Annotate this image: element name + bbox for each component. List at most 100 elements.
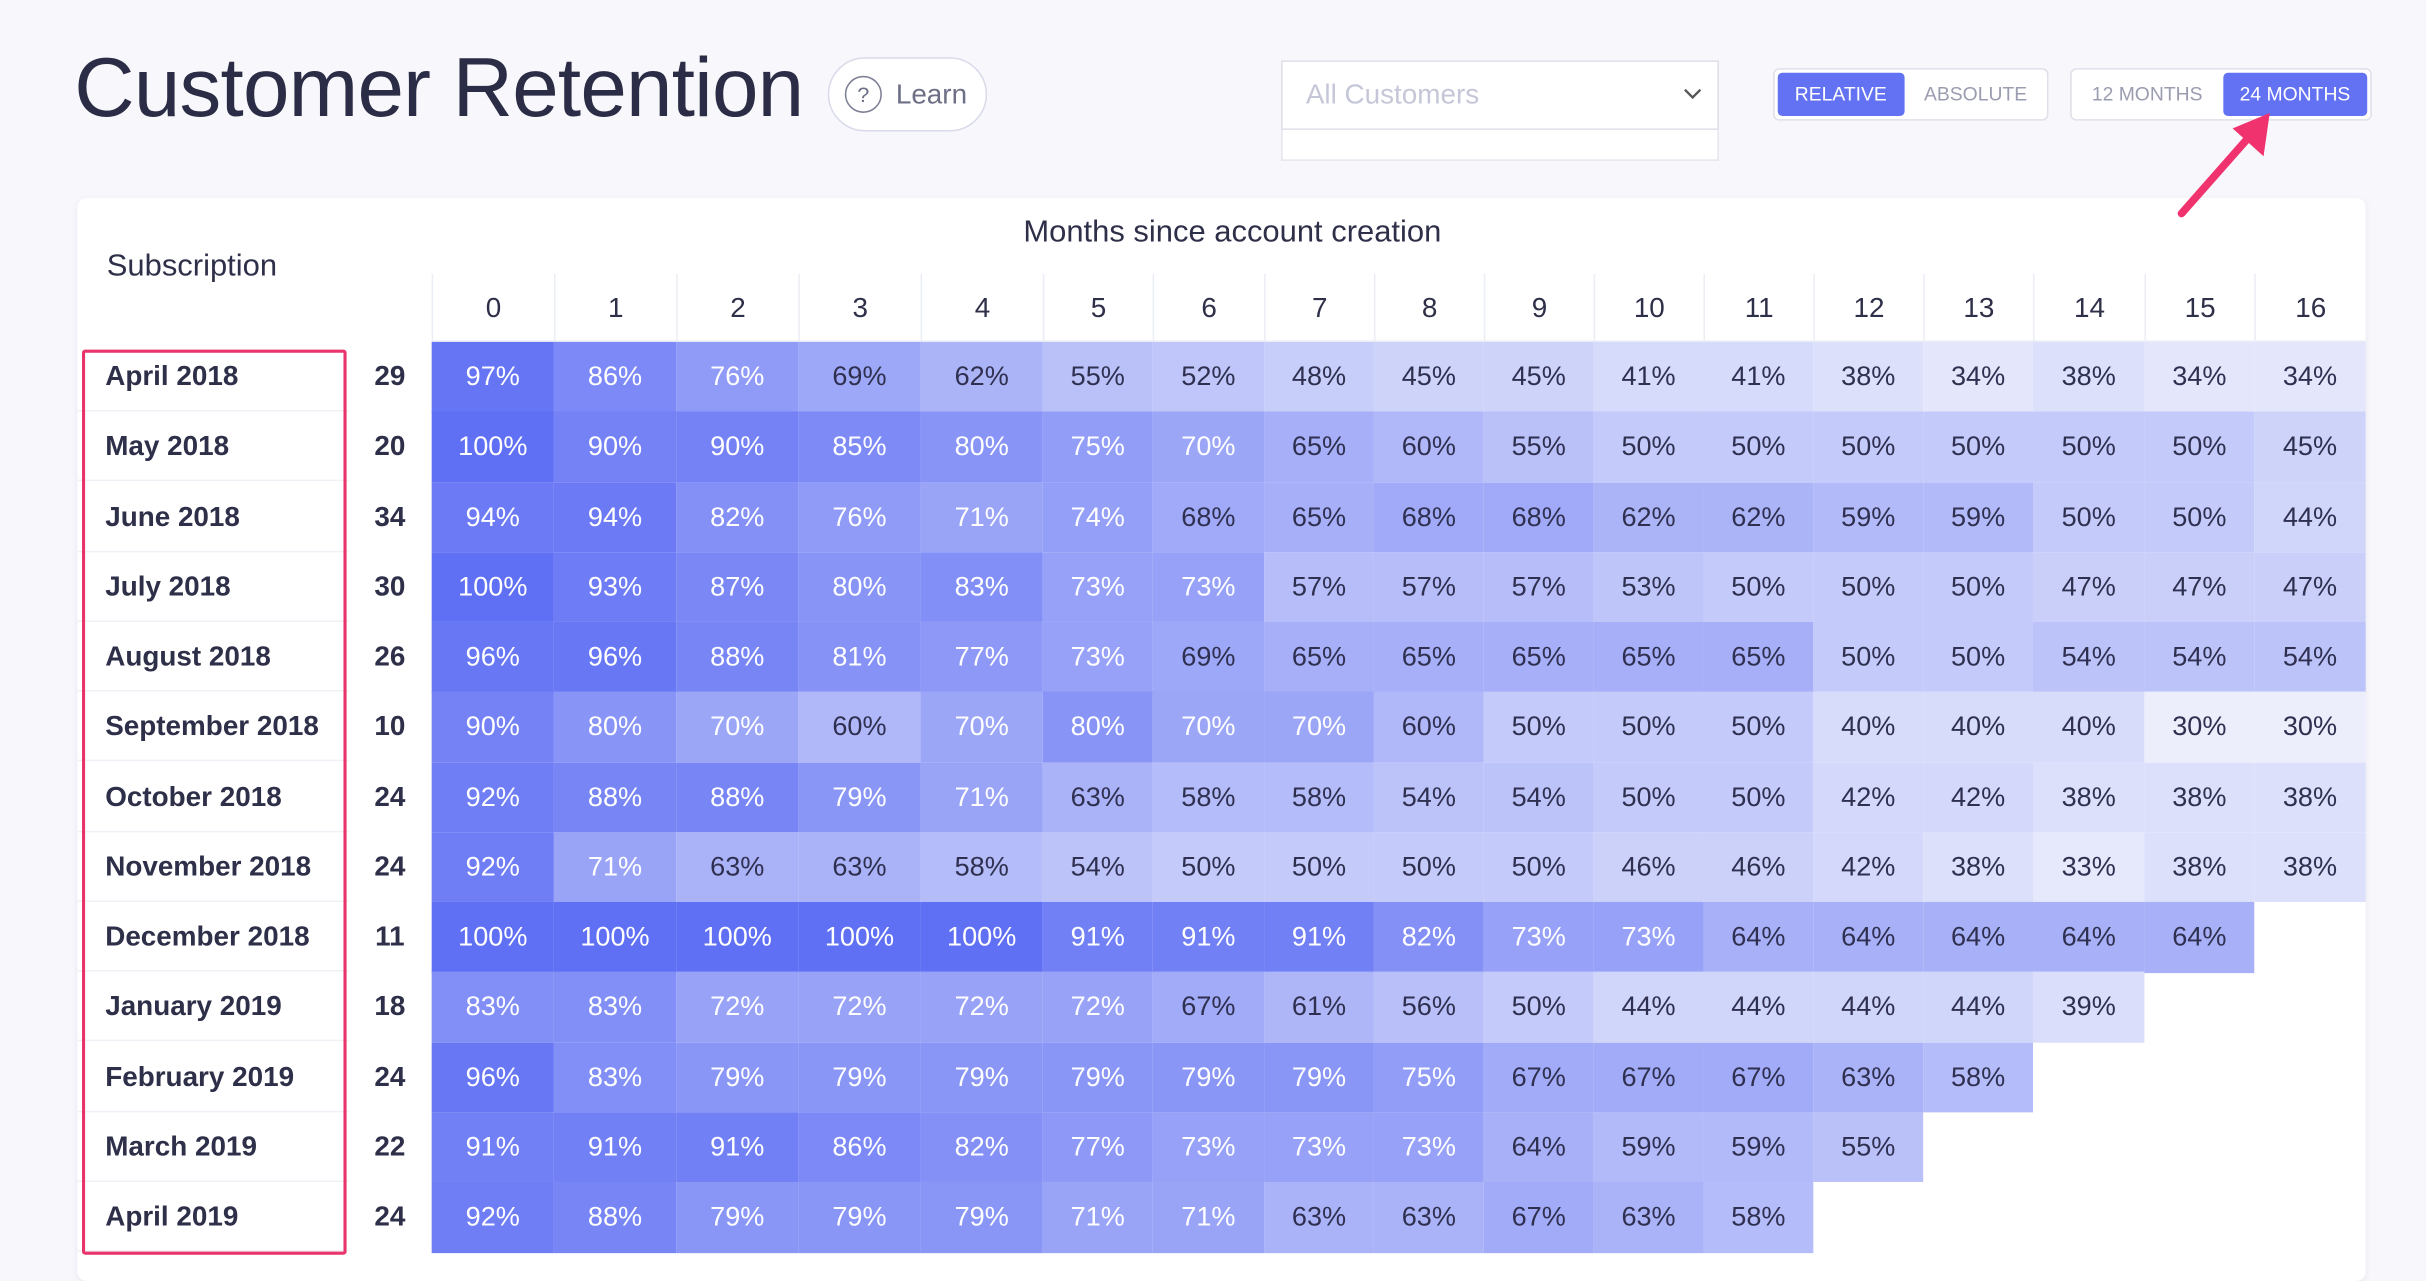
- retention-cell: 91%: [1264, 901, 1374, 973]
- retention-cell: 39%: [2033, 971, 2145, 1043]
- retention-cell: 45%: [1373, 341, 1484, 413]
- retention-cell: 38%: [2033, 341, 2145, 413]
- retention-cell: 64%: [2144, 901, 2255, 973]
- retention-cell: 45%: [1483, 341, 1594, 413]
- retention-cell: 64%: [1923, 901, 2034, 973]
- retention-cell: 57%: [1483, 551, 1594, 623]
- retention-cell: 82%: [1373, 901, 1484, 973]
- 12-months-button[interactable]: 12 MONTHS: [2091, 83, 2203, 106]
- retention-cell: 91%: [431, 1111, 554, 1183]
- retention-cell: 70%: [1264, 691, 1374, 763]
- retention-cell: 71%: [1042, 1181, 1153, 1253]
- retention-cell: 87%: [676, 551, 799, 623]
- retention-cell: 88%: [553, 761, 677, 833]
- retention-cell: 73%: [1483, 901, 1594, 973]
- retention-cell: 76%: [676, 341, 799, 413]
- column-number: 11: [1703, 273, 1814, 342]
- retention-cell: 73%: [1152, 1111, 1265, 1183]
- cohort-label: April 2018: [77, 342, 349, 412]
- retention-cell: 50%: [1483, 831, 1594, 903]
- row-header: Subscription: [106, 249, 278, 284]
- retention-cell: 79%: [798, 1041, 921, 1113]
- retention-cell: 80%: [920, 411, 1043, 483]
- retention-cell: 90%: [431, 691, 554, 763]
- retention-cell: 50%: [1703, 411, 1814, 483]
- retention-cell: 83%: [553, 1041, 677, 1113]
- retention-cell: 77%: [1042, 1111, 1153, 1183]
- relative-button[interactable]: RELATIVE: [1777, 72, 1904, 117]
- retention-cell: 91%: [676, 1111, 799, 1183]
- retention-cell: 67%: [1703, 1041, 1814, 1113]
- retention-cell: 41%: [1593, 341, 1704, 413]
- retention-cell: 88%: [553, 1181, 677, 1253]
- retention-cell: 73%: [1042, 621, 1153, 693]
- retention-cell: 58%: [1703, 1181, 1814, 1253]
- retention-cell: 80%: [553, 691, 677, 763]
- customer-filter[interactable]: All Customers: [1281, 60, 1719, 130]
- column-group-header: Months since account creation: [1023, 215, 1442, 250]
- retention-cell: 57%: [1373, 551, 1484, 623]
- retention-cell: 50%: [1813, 551, 1924, 623]
- retention-cell: 73%: [1152, 551, 1265, 623]
- retention-cell: 82%: [920, 1111, 1043, 1183]
- retention-cell: 70%: [676, 691, 799, 763]
- absolute-button[interactable]: ABSOLUTE: [1923, 83, 2028, 106]
- retention-cell: 72%: [920, 971, 1043, 1043]
- retention-cell: 40%: [2033, 691, 2145, 763]
- retention-cell: 62%: [920, 341, 1043, 413]
- cohort-count: 22: [374, 1130, 406, 1162]
- cohort-label: July 2018: [77, 552, 349, 622]
- retention-cell: 62%: [1703, 481, 1814, 553]
- retention-cell: 54%: [2144, 621, 2255, 693]
- retention-cell: 82%: [676, 481, 799, 553]
- retention-cell: 54%: [1373, 761, 1484, 833]
- retention-cell: 90%: [676, 411, 799, 483]
- retention-cell: 70%: [1152, 691, 1265, 763]
- retention-cell: 46%: [1593, 831, 1704, 903]
- page-title: Customer Retention: [74, 41, 804, 135]
- retention-cell: 68%: [1483, 481, 1594, 553]
- retention-cell: 38%: [1813, 341, 1924, 413]
- retention-cell: 85%: [798, 411, 921, 483]
- retention-cell: 65%: [1264, 411, 1374, 483]
- cohort-label: December 2018: [77, 902, 349, 972]
- retention-cell: 50%: [1703, 761, 1814, 833]
- retention-cell: 55%: [1813, 1111, 1924, 1183]
- retention-cell: 88%: [676, 761, 799, 833]
- retention-cell: 79%: [1264, 1041, 1374, 1113]
- retention-cell: 50%: [1373, 831, 1484, 903]
- retention-cell: 71%: [1152, 1181, 1265, 1253]
- retention-cell: 55%: [1042, 341, 1153, 413]
- retention-cell: 50%: [1593, 761, 1704, 833]
- retention-cell: 58%: [1264, 761, 1374, 833]
- retention-cell: 72%: [1042, 971, 1153, 1043]
- highlight-box: [82, 349, 347, 1255]
- column-number: 9: [1483, 273, 1594, 342]
- cohort-count: 29: [374, 360, 406, 392]
- retention-cell: 64%: [1813, 901, 1924, 973]
- retention-cell: 42%: [1813, 761, 1924, 833]
- range-toggle: 12 MONTHS 24 MONTHS: [2070, 68, 2373, 121]
- retention-cell: 46%: [1703, 831, 1814, 903]
- learn-button[interactable]: ? Learn: [827, 57, 988, 132]
- retention-cell: 88%: [676, 621, 799, 693]
- retention-cell: 73%: [1264, 1111, 1374, 1183]
- retention-cell: 79%: [798, 761, 921, 833]
- column-number: 16: [2254, 273, 2366, 342]
- retention-cell: 92%: [431, 831, 554, 903]
- retention-cell: 100%: [431, 411, 554, 483]
- retention-cell: 92%: [431, 1181, 554, 1253]
- learn-label: Learn: [895, 78, 968, 110]
- column-number: 14: [2033, 273, 2145, 342]
- 24-months-button[interactable]: 24 MONTHS: [2222, 72, 2368, 117]
- retention-cell: 91%: [1152, 901, 1265, 973]
- retention-cell: 38%: [2033, 761, 2145, 833]
- cohort-count: 24: [374, 1200, 406, 1232]
- retention-cell: 96%: [431, 621, 554, 693]
- retention-cell: 74%: [1042, 481, 1153, 553]
- retention-cell: 76%: [798, 481, 921, 553]
- column-number: 1: [553, 273, 677, 342]
- retention-cell: 50%: [2033, 481, 2145, 553]
- retention-cell: 81%: [798, 621, 921, 693]
